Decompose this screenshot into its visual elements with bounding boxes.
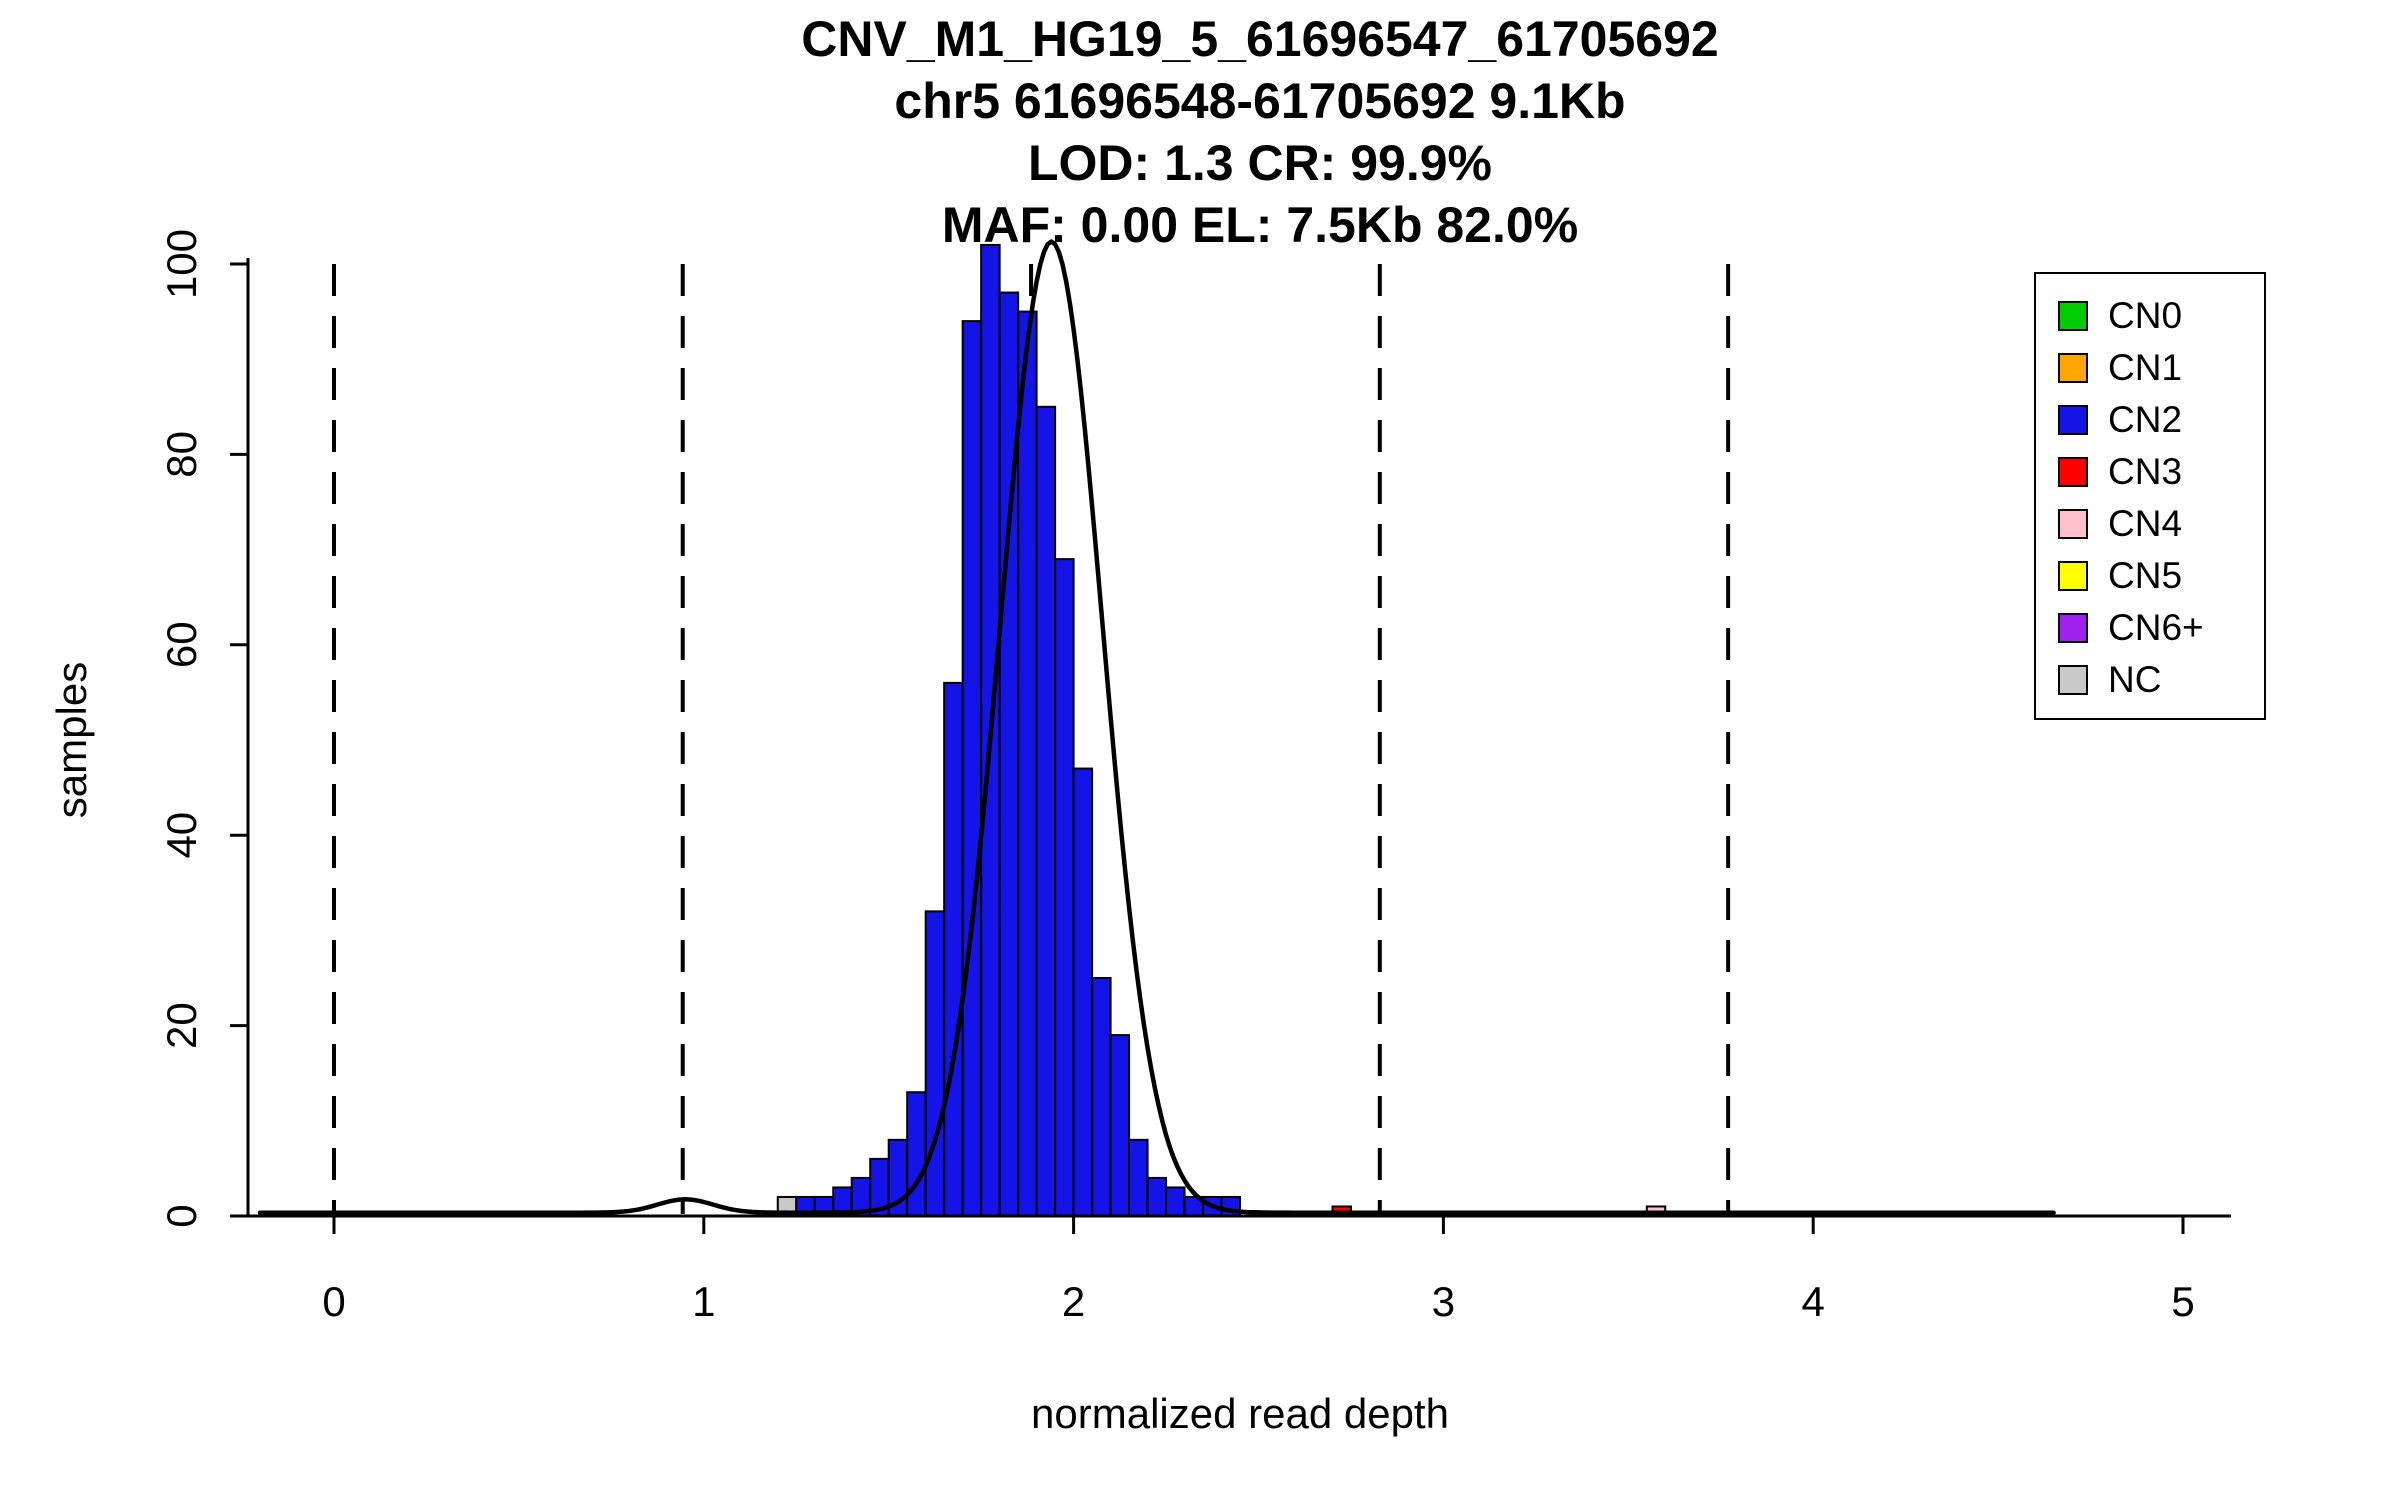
histogram-bar [1072,767,1094,1217]
y-axis-tick-label: 0 [158,1204,205,1227]
histogram-bar [924,910,946,1217]
legend-item-cn0: CN0 [2058,290,2264,342]
legend-label: CN6+ [2108,607,2204,648]
legend-swatch-icon [2058,613,2088,643]
x-axis-tick-label: 5 [2171,1278,2194,1325]
histogram-bar [1146,1176,1168,1218]
legend-swatch-icon [2058,353,2088,383]
legend-swatch-icon [2058,509,2088,539]
chart-title-line2: chr5 61696548-61705692 9.1Kb [894,73,1626,129]
histogram-bar [1054,558,1075,1217]
x-axis-tick-label: 2 [1062,1278,1085,1325]
chart-title-line3: LOD: 1.3 CR: 99.9% [1027,135,1492,191]
legend-label: NC [2108,659,2162,700]
density-fit-curve [257,239,2056,1215]
x-axis-tick-label: 1 [692,1278,715,1325]
y-axis-tick-label: 20 [158,1002,205,1049]
histogram-bar [1091,977,1112,1217]
chart-title-line4: MAF: 0.00 EL: 7.5Kb 82.0% [941,197,1579,253]
y-axis-tick-label: 100 [158,229,205,299]
legend-swatch-icon [2058,457,2088,487]
histogram-bar [1109,1034,1131,1217]
x-axis-label: normalized read depth [1031,1390,1449,1437]
y-axis-tick-label: 80 [158,431,205,478]
histogram-bar [1017,310,1038,1218]
histogram-bar [1165,1186,1186,1217]
legend-item-cn6plus: CN6+ [2058,602,2264,654]
histogram-bar [1035,405,1057,1217]
legend-swatch-icon [2058,405,2088,435]
legend-label: CN0 [2108,295,2183,336]
histogram-bar [1128,1138,1149,1217]
legend-item-nc: NC [2058,654,2264,706]
chart-title-line1: CNV_M1_HG19_5_61696547_61705692 [801,11,1719,67]
x-axis-tick-label: 0 [322,1278,345,1325]
x-axis-tick-label: 3 [1432,1278,1455,1325]
legend-label: CN5 [2108,555,2183,596]
legend-label: CN1 [2108,347,2183,388]
legend-box: CN0 CN1 CN2 CN3 CN4 CN5 CN6+ NC [2034,272,2266,720]
legend-swatch-icon [2058,665,2088,695]
legend-item-cn4: CN4 [2058,498,2264,550]
legend-label: CN3 [2108,451,2183,492]
legend-label: CN2 [2108,399,2183,440]
histogram-bar [961,320,983,1217]
y-axis-tick-label: 40 [158,812,205,859]
histogram-bar [943,681,964,1217]
histogram-bar [998,291,1020,1217]
y-axis-label: samples [48,661,95,819]
legend-item-cn2: CN2 [2058,394,2264,446]
y-axis-tick-label: 60 [158,621,205,668]
legend-item-cn3: CN3 [2058,446,2264,498]
histogram-bar [906,1091,927,1217]
x-axis-tick-label: 4 [1802,1278,1825,1325]
legend-item-cn5: CN5 [2058,550,2264,602]
legend-label: CN4 [2108,503,2183,544]
legend-item-cn1: CN1 [2058,342,2264,394]
chart-title-block: CNV_M1_HG19_5_61696547_61705692 chr5 616… [250,8,2270,256]
legend-swatch-icon [2058,301,2088,331]
legend-swatch-icon [2058,561,2088,591]
